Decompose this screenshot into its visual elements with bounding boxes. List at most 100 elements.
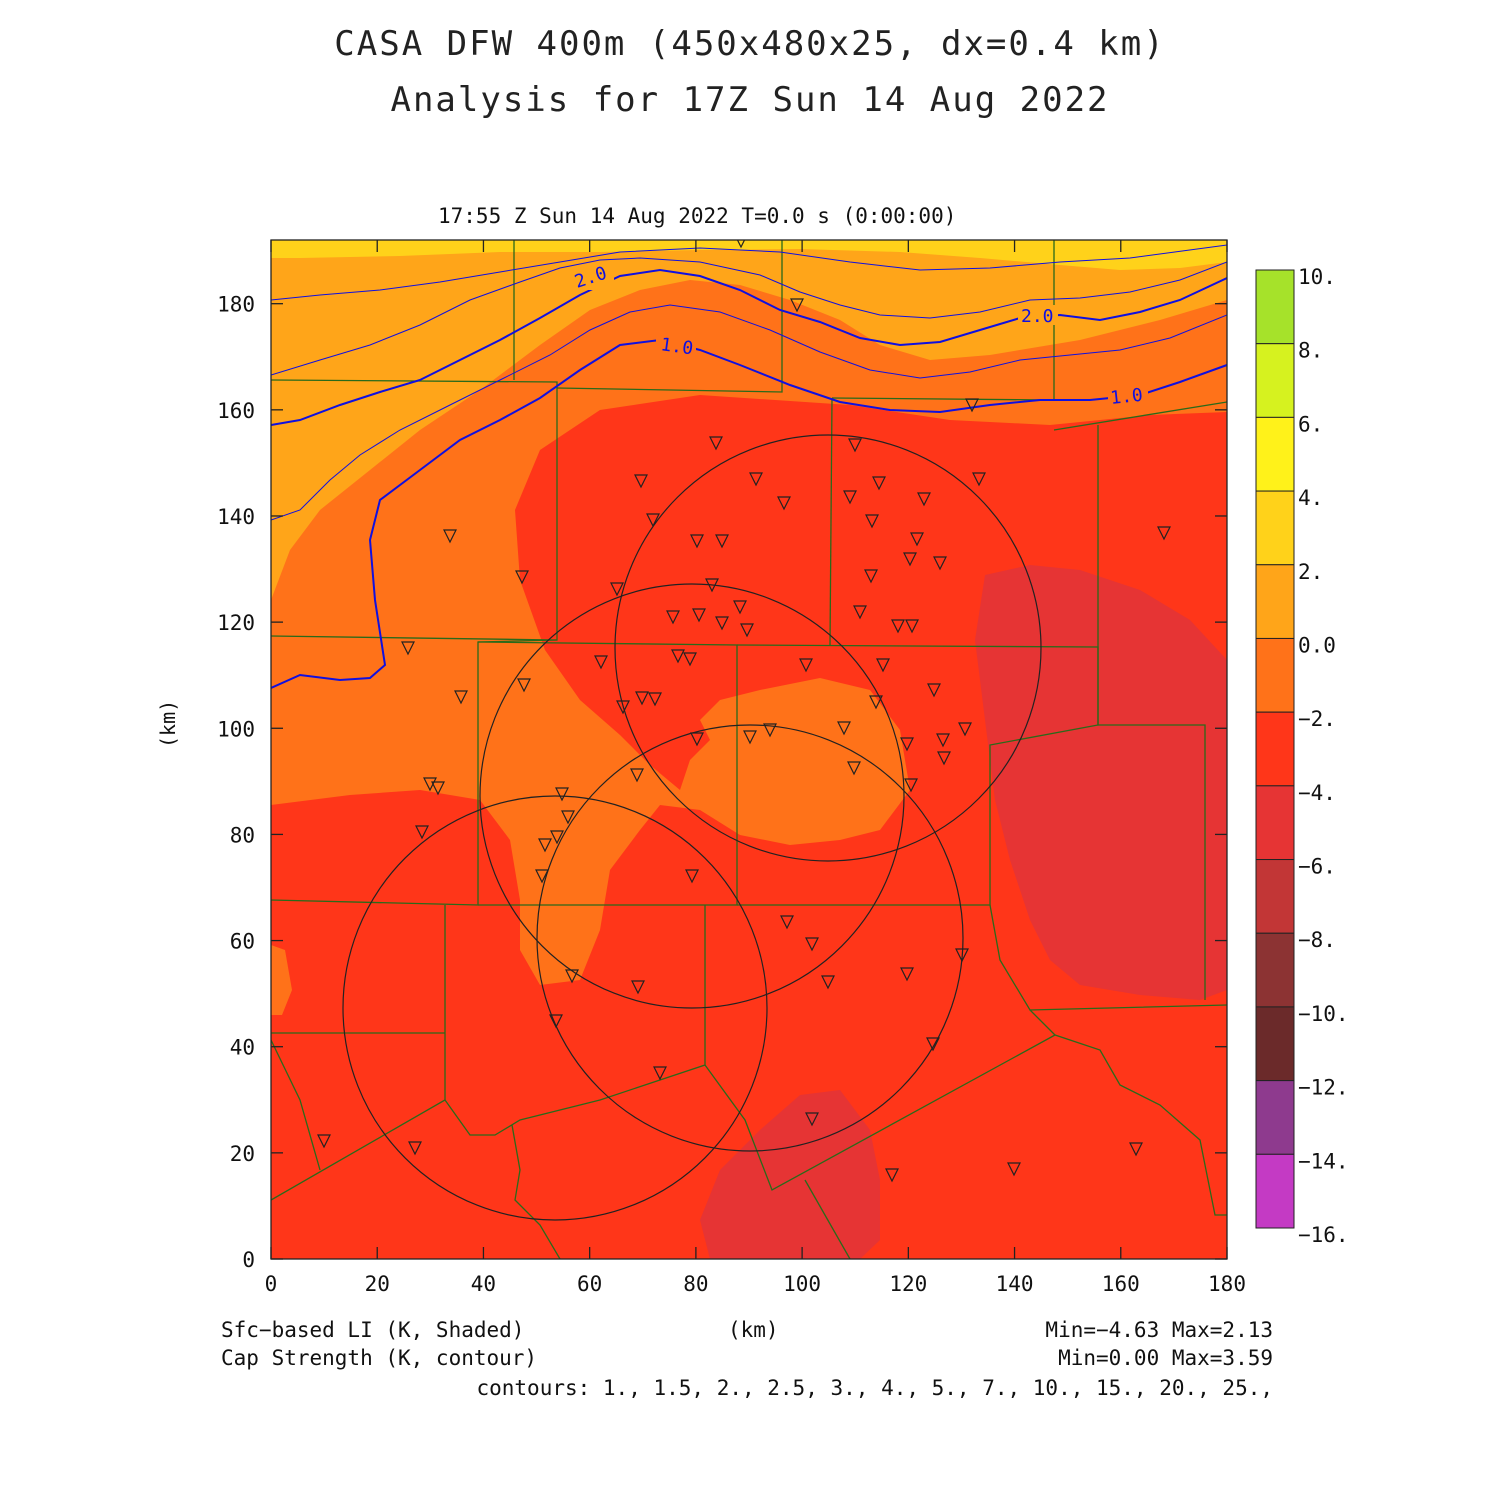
footer-shaded-field: Sfc−based LI (K, Shaded) — [221, 1318, 525, 1342]
station-marker — [926, 1037, 940, 1052]
station-marker — [733, 600, 747, 615]
station-marker — [715, 534, 729, 549]
station-marker — [903, 552, 917, 567]
y-axis: 0 20 40 60 80 100 120 140 160 180 — [217, 293, 1227, 1272]
station-marker — [900, 967, 914, 982]
colorbar-band — [1255, 637, 1295, 713]
colorbar-band — [1255, 785, 1295, 861]
colorbar: 10. 8. 6. 4. 2. 0.0 −2. −4. −6. −8. −10. −12. −14. −1… — [1255, 265, 1349, 1247]
station-marker — [690, 732, 704, 747]
station-marker — [634, 474, 648, 489]
station-marker — [648, 692, 662, 707]
station-marker — [646, 513, 660, 528]
station-marker — [958, 722, 972, 737]
li-region-0-2 — [271, 240, 1227, 600]
colorbar-band — [1255, 343, 1295, 418]
station-marker — [847, 761, 861, 776]
station-marker — [715, 616, 729, 631]
station-marker — [1129, 1142, 1143, 1157]
station-marker — [965, 398, 979, 413]
x-tick-label: 40 — [471, 1272, 496, 1296]
colorbar-band — [1255, 1153, 1295, 1229]
station-marker — [1007, 1162, 1021, 1177]
station-marker — [865, 514, 879, 529]
station-marker — [610, 582, 624, 597]
contour-label: 1.0 — [1109, 385, 1144, 409]
colorbar-label: −4. — [1298, 781, 1336, 805]
title-line-2: Analysis for 17Z Sun 14 Aug 2022 — [390, 80, 1110, 120]
station-marker — [885, 1168, 899, 1183]
station-marker — [900, 737, 914, 752]
station-marker — [517, 678, 531, 693]
colorbar-band — [1255, 932, 1295, 1008]
station-marker — [683, 652, 697, 667]
li-region-m2-0-west — [271, 945, 292, 1015]
y-tick-label: 100 — [217, 717, 255, 741]
station-marker — [837, 721, 851, 736]
station-marker — [630, 768, 644, 783]
station-marker — [904, 778, 918, 793]
station-marker — [937, 751, 951, 766]
colorbar-label: 10. — [1298, 265, 1336, 289]
station-marker — [876, 658, 890, 673]
x-axis: 0 20 40 60 80 100 120 140 160 180 — [265, 240, 1246, 1296]
station-marker — [843, 490, 857, 505]
station-marker — [443, 529, 457, 544]
colorbar-band — [1255, 1080, 1295, 1155]
station-marker — [415, 825, 429, 840]
plot-header: 17:55 Z Sun 14 Aug 2022 T=0.0 s (0:00:00… — [438, 204, 957, 228]
x-tick-label: 60 — [577, 1272, 602, 1296]
colorbar-label: −10. — [1298, 1002, 1349, 1026]
station-marker — [635, 691, 649, 706]
station-marker — [799, 658, 813, 673]
station-marker — [561, 810, 575, 825]
station-marker — [853, 605, 867, 620]
station-marker — [692, 608, 706, 623]
colorbar-band — [1255, 416, 1295, 492]
colorbar-label: −2. — [1298, 707, 1336, 731]
county-lines — [271, 240, 1227, 1259]
station-marker — [671, 649, 685, 664]
y-tick-label: 40 — [230, 1036, 255, 1060]
station-marker — [454, 690, 468, 705]
footer-contour-minmax: Min=0.00 Max=3.59 — [1058, 1346, 1273, 1370]
footer-contour-field: Cap Strength (K, contour) — [221, 1346, 538, 1370]
station-marker — [1157, 526, 1171, 541]
contour-label-group: 2.0 1.0 2.0 1.0 — [572, 263, 1148, 409]
station-marker — [777, 496, 791, 511]
li-region-m2-0 — [271, 240, 1227, 985]
x-tick-label: 80 — [683, 1272, 708, 1296]
colorbar-band — [1255, 490, 1295, 566]
station-marker — [790, 298, 804, 313]
station-marker — [431, 781, 445, 796]
station-marker — [555, 787, 569, 802]
colorbar-label: −8. — [1298, 928, 1336, 952]
y-tick-label: 0 — [242, 1248, 255, 1272]
station-marker — [763, 723, 777, 738]
colorbar-label: 4. — [1298, 486, 1323, 510]
station-marker — [910, 532, 924, 547]
plot-frame — [270, 239, 1228, 1260]
colorbar-band — [1255, 711, 1295, 787]
footer-contour-levels: contours: 1., 1.5, 2., 2.5, 3., 4., 5., … — [476, 1376, 1273, 1400]
x-tick-label: 160 — [1102, 1272, 1140, 1296]
colorbar-label: −14. — [1298, 1149, 1349, 1173]
station-marker — [869, 695, 883, 710]
station-marker — [864, 569, 878, 584]
y-tick-label: 60 — [230, 930, 255, 954]
station-marker — [401, 641, 415, 656]
li-region-2-4 — [271, 240, 1227, 270]
station-marker — [848, 438, 862, 453]
colorbar-label: −12. — [1298, 1076, 1349, 1100]
station-marker — [749, 472, 763, 487]
station-marker — [317, 1134, 331, 1149]
station-marker — [408, 1141, 422, 1156]
radar-range-rings — [342, 434, 1042, 1221]
station-marker — [538, 838, 552, 853]
station-marker — [515, 570, 529, 585]
colorbar-band — [1255, 269, 1295, 345]
station-marker — [549, 1014, 563, 1029]
colorbar-band — [1255, 1006, 1295, 1082]
x-tick-label: 180 — [1208, 1272, 1246, 1296]
